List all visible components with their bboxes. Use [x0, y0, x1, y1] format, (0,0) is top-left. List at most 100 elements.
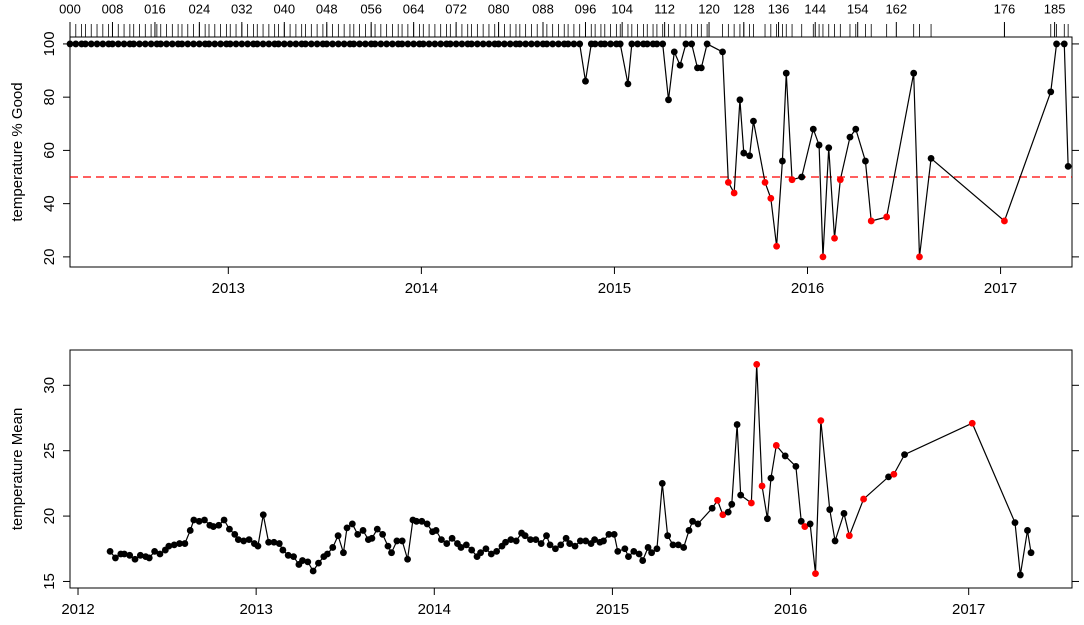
- data-point: [1027, 549, 1035, 557]
- data-point: [758, 482, 766, 490]
- x-tick-label: 2014: [418, 601, 451, 618]
- data-point: [792, 462, 800, 470]
- data-point: [220, 516, 228, 524]
- plot-frame: [69, 36, 1073, 268]
- x2-tick-label: 016: [144, 1, 166, 16]
- data-point: [410, 40, 418, 48]
- y-tick-label: 25: [41, 442, 58, 459]
- data-point: [348, 520, 356, 528]
- data-point: [552, 545, 559, 553]
- data-point: [313, 40, 321, 48]
- data-point: [495, 40, 503, 48]
- data-point: [324, 550, 331, 558]
- data-point: [582, 77, 589, 85]
- data-point: [379, 530, 387, 538]
- data-point: [147, 40, 155, 48]
- data-point: [665, 96, 672, 104]
- data-point: [157, 40, 165, 48]
- x-tick-label: 2015: [598, 280, 631, 297]
- data-point: [356, 40, 363, 48]
- data-point: [621, 545, 629, 553]
- data-point: [867, 217, 875, 225]
- x2-tick-label: 120: [698, 1, 720, 16]
- x2-tick-label: 176: [994, 1, 1016, 16]
- data-point: [477, 549, 484, 557]
- data-point: [438, 536, 445, 544]
- data-point: [215, 521, 223, 529]
- y-tick-label: 20: [41, 508, 58, 525]
- data-point: [181, 540, 189, 547]
- data-point: [1053, 40, 1060, 48]
- data-point: [72, 40, 80, 48]
- data-point: [750, 117, 757, 125]
- data-point: [819, 253, 827, 261]
- data-point: [270, 538, 278, 546]
- data-point: [226, 40, 234, 48]
- data-point: [653, 545, 661, 553]
- data-point: [106, 547, 114, 555]
- data-point: [685, 527, 693, 534]
- data-point: [708, 504, 716, 512]
- data-point: [648, 549, 656, 557]
- data-point: [845, 532, 853, 540]
- data-point: [543, 40, 551, 48]
- data-point: [485, 40, 493, 48]
- data-point: [156, 550, 164, 558]
- data-point: [437, 40, 445, 48]
- data-point: [653, 40, 661, 48]
- data-point: [801, 523, 809, 530]
- data-point: [528, 40, 535, 48]
- data-point: [350, 40, 358, 48]
- data-point: [479, 40, 487, 48]
- data-point: [500, 40, 508, 48]
- data-point: [730, 189, 738, 197]
- x2-tick-label: 048: [316, 1, 338, 16]
- data-point: [404, 40, 412, 48]
- data-point: [728, 500, 736, 508]
- data-point: [634, 40, 642, 48]
- x-tick-label: 2012: [61, 601, 94, 618]
- data-point: [831, 537, 839, 545]
- data-point: [591, 40, 599, 48]
- data-point: [425, 40, 433, 48]
- data-point: [532, 536, 540, 544]
- data-point: [112, 554, 119, 562]
- data-point: [457, 544, 465, 551]
- data-point: [334, 40, 342, 48]
- data-point: [916, 253, 923, 261]
- y-tick-label: 60: [41, 142, 58, 159]
- data-point: [286, 40, 294, 48]
- data-point: [163, 40, 170, 48]
- data-point: [1024, 527, 1031, 534]
- data-point: [315, 559, 322, 567]
- data-point: [304, 558, 312, 566]
- data-point: [815, 141, 823, 149]
- x2-tick-label: 096: [575, 1, 597, 16]
- data-point: [697, 64, 705, 72]
- x-tick-label: 2015: [596, 601, 629, 618]
- data-point: [570, 40, 578, 48]
- data-point: [468, 546, 476, 554]
- data-point: [259, 511, 267, 519]
- data-point: [624, 80, 632, 88]
- data-point: [458, 40, 466, 48]
- data-point: [290, 553, 297, 561]
- data-point: [284, 551, 292, 559]
- data-point: [703, 40, 711, 48]
- x2-tick-label: 032: [231, 1, 253, 16]
- data-point: [630, 547, 638, 555]
- data-point: [635, 550, 643, 558]
- plot-frame: [69, 349, 1073, 589]
- data-point: [1060, 40, 1068, 48]
- data-point: [601, 40, 609, 48]
- data-point: [190, 40, 197, 48]
- data-point: [610, 530, 618, 538]
- data-point: [644, 544, 652, 551]
- data-point: [773, 242, 781, 250]
- x2-tick-label: 040: [273, 1, 295, 16]
- y-tick-label: 80: [41, 89, 58, 106]
- data-point: [232, 40, 240, 48]
- data-point: [209, 523, 217, 530]
